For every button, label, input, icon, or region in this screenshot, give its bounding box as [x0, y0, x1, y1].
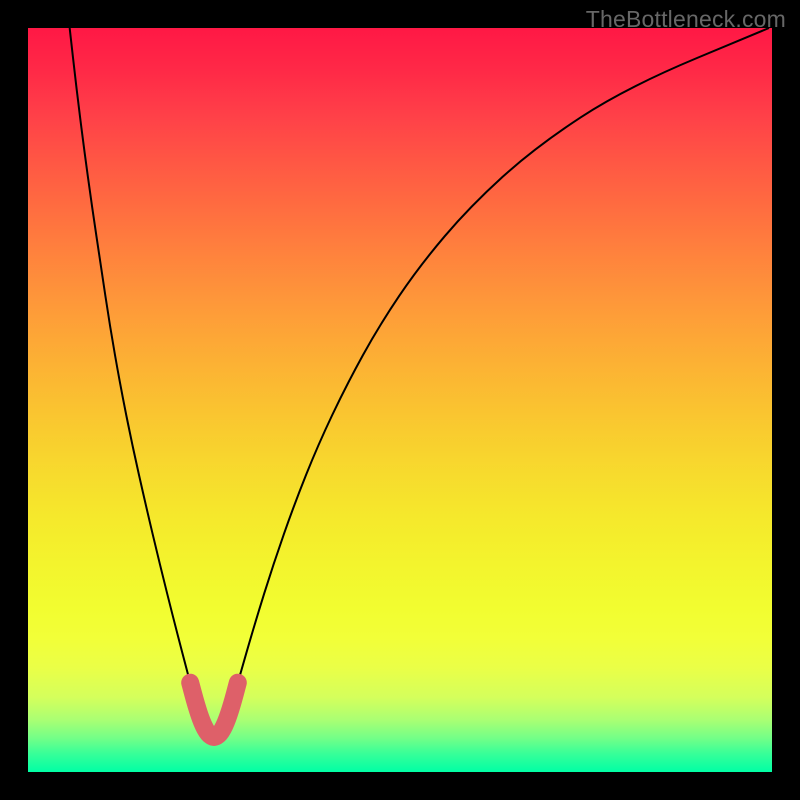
bottom-thick-curve: [190, 683, 238, 737]
watermark-text: TheBottleneck.com: [586, 6, 786, 33]
curve-layer: [28, 28, 772, 772]
right-curve: [238, 28, 769, 683]
chart-canvas: TheBottleneck.com: [0, 0, 800, 800]
left-curve: [70, 28, 191, 683]
